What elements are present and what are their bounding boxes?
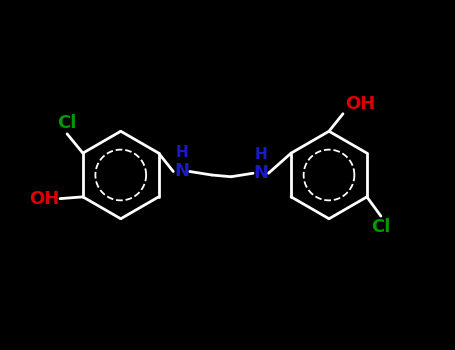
Text: OH: OH: [29, 190, 59, 208]
Text: Cl: Cl: [371, 218, 390, 236]
Text: H: H: [254, 147, 267, 162]
Text: H: H: [176, 145, 188, 160]
Text: Cl: Cl: [57, 114, 76, 132]
Text: N: N: [253, 164, 268, 182]
Text: N: N: [175, 162, 189, 181]
Text: OH: OH: [345, 95, 375, 113]
